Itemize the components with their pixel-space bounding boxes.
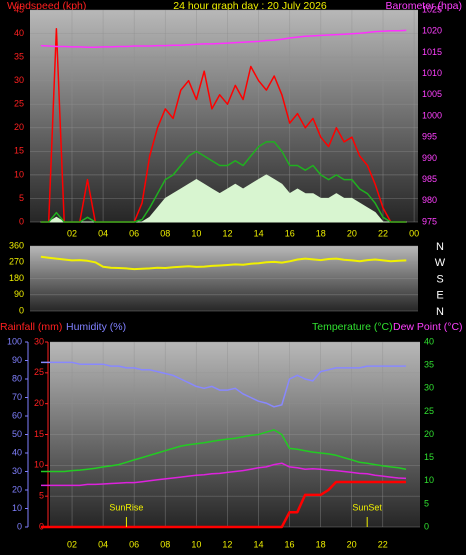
y3-tick-label: 30 — [12, 466, 22, 476]
annotation: SunRise — [109, 502, 143, 512]
x-tick-label: 16 — [285, 539, 295, 549]
y2-tick-label: 1025 — [422, 4, 442, 14]
x-tick-label: 14 — [254, 228, 264, 238]
line-series — [40, 29, 407, 49]
humidity-title: Humidity (%) — [66, 321, 126, 333]
y3-tick-label: 10 — [12, 503, 22, 513]
rain-title: Rainfall (mm) — [0, 321, 62, 333]
direction-label: S — [436, 273, 443, 285]
y-tick-label: 270 — [9, 257, 24, 267]
line-series — [41, 480, 406, 529]
y-tick-label: 180 — [9, 273, 24, 283]
x-tick-label: 04 — [98, 539, 108, 549]
y2-tick-label: 5 — [424, 498, 429, 508]
x-tick-label: 12 — [222, 539, 232, 549]
y3-tick-label: 0 — [17, 521, 22, 531]
y2-tick-label: 980 — [422, 195, 437, 205]
x-tick-label: 20 — [347, 228, 357, 238]
y-tick-label: 35 — [14, 51, 24, 61]
y2-tick-label: 40 — [424, 336, 434, 346]
x-tick-label: 22 — [378, 539, 388, 549]
y-tick-label: 5 — [19, 193, 24, 203]
x-tick-label: 18 — [316, 539, 326, 549]
y2-tick-label: 15 — [424, 452, 434, 462]
y2-tick-label: 990 — [422, 153, 437, 163]
y2-tick-label: 10 — [424, 475, 434, 485]
y2-tick-label: 1010 — [422, 68, 442, 78]
y-tick-label: 90 — [14, 289, 24, 299]
direction-label: E — [436, 290, 443, 302]
y-tick-label: 15 — [34, 429, 44, 439]
y-tick-label: 40 — [14, 28, 24, 38]
y2-tick-label: 975 — [422, 216, 437, 226]
y3-tick-label: 20 — [12, 484, 22, 494]
x-tick-label: 14 — [253, 539, 263, 549]
x-tick-label: 12 — [222, 228, 232, 238]
x-tick-label: 10 — [191, 539, 201, 549]
y-tick-label: 5 — [39, 491, 44, 501]
x-tick-label: 02 — [67, 539, 77, 549]
y-tick-label: 15 — [14, 146, 24, 156]
y-tick-label: 20 — [34, 398, 44, 408]
y2-tick-label: 1015 — [422, 47, 442, 57]
y-tick-label: 0 — [19, 305, 24, 315]
direction-label: W — [435, 257, 446, 269]
x-tick-label: 08 — [160, 228, 170, 238]
line-series — [41, 462, 407, 487]
x-tick-label: 06 — [129, 539, 139, 549]
x-tick-label: 00 — [409, 228, 419, 238]
chart-title: 24 hour graph day : 20 July 2026 — [173, 0, 327, 12]
direction-label: N — [436, 241, 444, 253]
y3-tick-label: 80 — [12, 373, 22, 383]
x-tick-label: 18 — [316, 228, 326, 238]
y2-tick-label: 25 — [424, 406, 434, 416]
y3-tick-label: 70 — [12, 392, 22, 402]
y-tick-label: 10 — [34, 460, 44, 470]
y-tick-label: 360 — [9, 240, 24, 250]
dewpoint-title: Dew Point (°C) — [393, 321, 463, 333]
x-tick-label: 10 — [191, 228, 201, 238]
temperature-title: Temperature (°C) — [312, 321, 393, 333]
x-tick-label: 20 — [347, 539, 357, 549]
plot-area — [30, 10, 418, 222]
y2-tick-label: 20 — [424, 429, 434, 439]
y3-tick-label: 50 — [12, 429, 22, 439]
y-tick-label: 25 — [14, 99, 24, 109]
y2-tick-label: 30 — [424, 383, 434, 393]
y2-tick-label: 1005 — [422, 89, 442, 99]
y2-tick-label: 1000 — [422, 110, 442, 120]
x-tick-label: 22 — [378, 228, 388, 238]
y2-tick-label: 995 — [422, 132, 437, 142]
y-tick-label: 25 — [34, 367, 44, 377]
x-tick-label: 16 — [285, 228, 295, 238]
y-tick-label: 20 — [14, 122, 24, 132]
line-series — [40, 255, 407, 271]
y-tick-label: 45 — [14, 4, 24, 14]
y-tick-label: 30 — [14, 75, 24, 85]
y3-tick-label: 100 — [7, 336, 22, 346]
y3-tick-label: 90 — [12, 355, 22, 365]
x-tick-label: 08 — [160, 539, 170, 549]
y-tick-label: 0 — [19, 216, 24, 226]
line-series — [41, 361, 406, 408]
x-tick-label: 02 — [67, 228, 77, 238]
line-series — [40, 141, 407, 223]
y3-tick-label: 60 — [12, 410, 22, 420]
x-tick-label: 06 — [129, 228, 139, 238]
line-series — [41, 429, 407, 473]
wind-title: Windspeed (kph) — [7, 0, 86, 12]
annotation: SunSet — [352, 502, 382, 512]
y-tick-label: 30 — [34, 336, 44, 346]
y2-tick-label: 985 — [422, 174, 437, 184]
y2-tick-label: 1020 — [422, 26, 442, 36]
y2-tick-label: 0 — [424, 521, 429, 531]
barometer-title: Barometer (hpa) — [386, 0, 462, 12]
y3-tick-label: 40 — [12, 447, 22, 457]
direction-label: N — [436, 306, 444, 318]
y-tick-label: 10 — [14, 169, 24, 179]
y2-tick-label: 35 — [424, 360, 434, 370]
x-tick-label: 04 — [98, 228, 108, 238]
